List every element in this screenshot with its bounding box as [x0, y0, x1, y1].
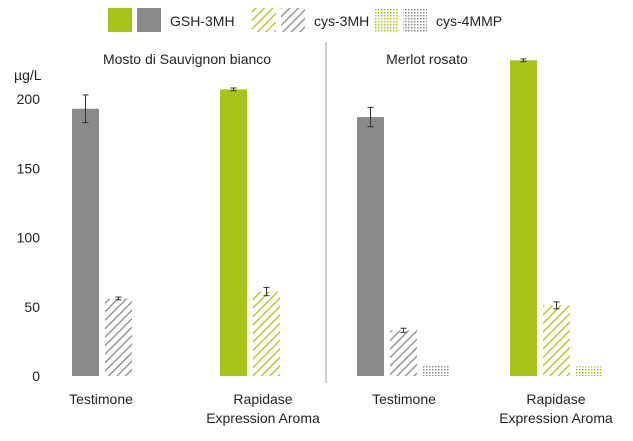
error-bar [520, 58, 527, 63]
bar [357, 117, 384, 377]
panel-title: Merlot rosato [386, 51, 468, 67]
legend-label: cys-3MH [314, 13, 369, 29]
y-tick-label: 50 [24, 299, 40, 315]
error-bar [230, 87, 237, 92]
bar [576, 366, 603, 376]
bar [105, 298, 132, 376]
bars [72, 58, 603, 377]
y-axis: µg/L 0 50 100 150 200 [14, 67, 42, 384]
x-category-label: Rapidase Expression Aroma [499, 391, 613, 426]
bar [423, 364, 450, 376]
bar [390, 330, 417, 376]
error-bar [367, 106, 374, 128]
x-category-label: Testimone [372, 391, 436, 407]
x-category-label-line: Testimone [69, 391, 133, 407]
panel-titles: Mosto di Sauvignon bianco Merlot rosato [103, 51, 468, 67]
legend-label: cys-4MMP [436, 13, 502, 29]
x-category-label-line: Rapidase [526, 391, 585, 407]
y-tick-label: 100 [17, 230, 41, 246]
y-tick-label: 200 [17, 91, 41, 107]
x-category-label-line: Rapidase [233, 391, 292, 407]
legend-swatch-dots-green [374, 8, 398, 32]
x-category-label: Rapidase Expression Aroma [206, 391, 320, 426]
y-tick-label: 0 [32, 368, 40, 384]
legend: GSH-3MH cys-3MH cys-4MMP [108, 8, 502, 32]
bar [72, 108, 99, 377]
bar [220, 89, 247, 376]
legend-swatch-solid-gray [137, 8, 161, 32]
x-category-label-line: Testimone [372, 391, 436, 407]
y-tick-label: 150 [17, 160, 41, 176]
legend-swatch-solid-green [108, 8, 132, 32]
bar [543, 305, 570, 376]
bar [510, 60, 537, 377]
legend-swatch-hatch-gray [281, 8, 305, 32]
error-bar [115, 296, 122, 301]
error-bar [263, 286, 270, 297]
error-bar [82, 94, 89, 124]
legend-swatch-dots-gray [403, 8, 427, 32]
x-axis-labels: Testimone Rapidase Expression Aroma Testimo… [69, 391, 613, 426]
panel-title: Mosto di Sauvignon bianco [103, 51, 271, 67]
legend-swatch-hatch-green [252, 8, 276, 32]
x-category-label: Testimone [69, 391, 133, 407]
error-bar [400, 327, 407, 333]
error-bar [553, 301, 560, 310]
x-category-label-line: Expression Aroma [206, 410, 320, 426]
y-axis-label: µg/L [14, 67, 42, 83]
bar [253, 291, 280, 376]
x-category-label-line: Expression Aroma [499, 410, 613, 426]
legend-label: GSH-3MH [170, 13, 235, 29]
